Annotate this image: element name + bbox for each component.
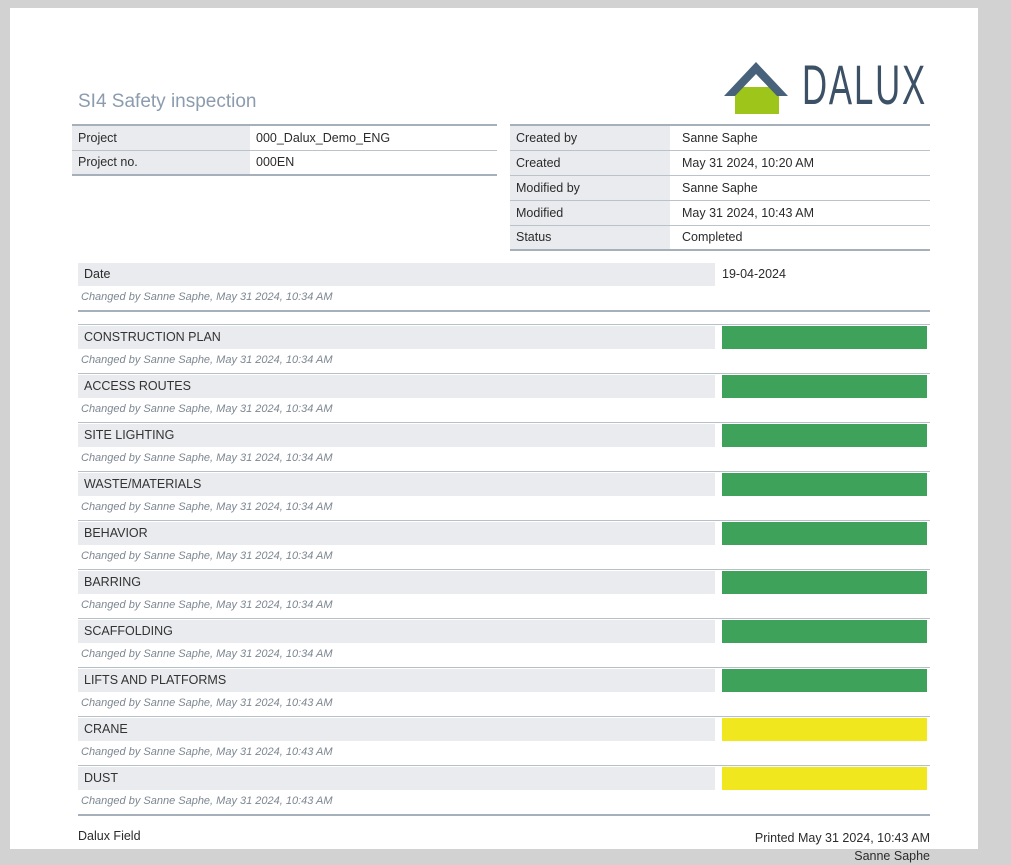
project-no-value: 000EN (256, 155, 295, 170)
checklist-item-dust: DUST Changed by Sanne Saphe, May 31 2024… (78, 765, 930, 814)
report-footer: Dalux Field Printed May 31 2024, 10:43 A… (78, 829, 930, 865)
dalux-house-icon (724, 62, 788, 114)
item-changed-note: Changed by Sanne Saphe, May 31 2024, 10:… (81, 403, 333, 415)
dalux-logo: DALUX (724, 54, 927, 116)
item-changed-note: Changed by Sanne Saphe, May 31 2024, 10:… (81, 599, 333, 611)
item-changed-note: Changed by Sanne Saphe, May 31 2024, 10:… (81, 746, 333, 758)
checklist-item-construction-plan: CONSTRUCTION PLAN Changed by Sanne Saphe… (78, 324, 930, 373)
checklist-item-site-lighting: SITE LIGHTING Changed by Sanne Saphe, Ma… (78, 422, 930, 471)
project-table: Project 000_Dalux_Demo_ENG Project no. 0… (72, 124, 497, 176)
item-changed-note: Changed by Sanne Saphe, May 31 2024, 10:… (81, 795, 333, 807)
date-field-block: Date 19-04-2024 Changed by Sanne Saphe, … (78, 263, 930, 312)
item-changed-note: Changed by Sanne Saphe, May 31 2024, 10:… (81, 501, 333, 513)
status-label: Status (510, 225, 670, 250)
modified-by-label: Modified by (510, 175, 670, 200)
table-row: Project 000_Dalux_Demo_ENG (72, 125, 497, 150)
dalux-wordmark: DALUX (802, 54, 927, 116)
status-bar (722, 620, 927, 643)
item-label: SITE LIGHTING (78, 424, 715, 447)
created-label: Created (510, 150, 670, 175)
item-label: CONSTRUCTION PLAN (78, 326, 715, 349)
item-label: BARRING (78, 571, 715, 594)
report-page: SI4 Safety inspection DALUX Project 000_… (10, 8, 978, 863)
checklist-item-barring: BARRING Changed by Sanne Saphe, May 31 2… (78, 569, 930, 618)
project-label: Project (72, 125, 250, 150)
table-row: Created by Sanne Saphe (510, 125, 930, 150)
created-by-label: Created by (510, 125, 670, 150)
status-bar (722, 522, 927, 545)
checklist-item-access-routes: ACCESS ROUTES Changed by Sanne Saphe, Ma… (78, 373, 930, 422)
table-row: Modified by Sanne Saphe (510, 175, 930, 200)
status-bar (722, 326, 927, 349)
item-label: DUST (78, 767, 715, 790)
meta-table: Created by Sanne Saphe Created May 31 20… (510, 124, 930, 251)
status-bar (722, 375, 927, 398)
item-label: LIFTS AND PLATFORMS (78, 669, 715, 692)
item-label: WASTE/MATERIALS (78, 473, 715, 496)
footer-app-name: Dalux Field (78, 829, 141, 843)
status-bar (722, 571, 927, 594)
status-bar (722, 718, 927, 741)
report-header: SI4 Safety inspection DALUX (10, 8, 978, 124)
modified-value: May 31 2024, 10:43 AM (682, 205, 815, 220)
checklist-item-waste-materials: WASTE/MATERIALS Changed by Sanne Saphe, … (78, 471, 930, 520)
table-row: Project no. 000EN (72, 150, 497, 175)
status-bar (722, 669, 927, 692)
item-changed-note: Changed by Sanne Saphe, May 31 2024, 10:… (81, 354, 333, 366)
status-bar (722, 767, 927, 790)
date-field-row: Date 19-04-2024 (78, 263, 930, 286)
date-value: 19-04-2024 (722, 267, 786, 281)
inspection-checklist: CONSTRUCTION PLAN Changed by Sanne Saphe… (78, 324, 930, 816)
project-value: 000_Dalux_Demo_ENG (256, 130, 391, 145)
date-label: Date (78, 263, 715, 286)
item-label: ACCESS ROUTES (78, 375, 715, 398)
date-changed-note: Changed by Sanne Saphe, May 31 2024, 10:… (81, 291, 333, 303)
created-value: May 31 2024, 10:20 AM (682, 155, 815, 170)
created-by-value: Sanne Saphe (682, 130, 758, 145)
project-no-label: Project no. (72, 150, 250, 175)
item-changed-note: Changed by Sanne Saphe, May 31 2024, 10:… (81, 452, 333, 464)
table-row: Status Completed (510, 225, 930, 250)
table-row: Created May 31 2024, 10:20 AM (510, 150, 930, 175)
table-row: Modified May 31 2024, 10:43 AM (510, 200, 930, 225)
modified-label: Modified (510, 200, 670, 225)
checklist-item-behavior: BEHAVIOR Changed by Sanne Saphe, May 31 … (78, 520, 930, 569)
footer-user: Sanne Saphe (854, 849, 930, 863)
info-tables: Project 000_Dalux_Demo_ENG Project no. 0… (72, 124, 930, 251)
item-label: SCAFFOLDING (78, 620, 715, 643)
item-changed-note: Changed by Sanne Saphe, May 31 2024, 10:… (81, 648, 333, 660)
status-bar (722, 424, 927, 447)
item-changed-note: Changed by Sanne Saphe, May 31 2024, 10:… (81, 697, 333, 709)
item-label: CRANE (78, 718, 715, 741)
item-label: BEHAVIOR (78, 522, 715, 545)
page-title: SI4 Safety inspection (78, 91, 257, 112)
checklist-item-crane: CRANE Changed by Sanne Saphe, May 31 202… (78, 716, 930, 765)
status-value: Completed (682, 230, 743, 245)
status-bar (722, 473, 927, 496)
footer-printed: Printed May 31 2024, 10:43 AM (754, 831, 930, 845)
checklist-item-lifts-and-platforms: LIFTS AND PLATFORMS Changed by Sanne Sap… (78, 667, 930, 716)
item-changed-note: Changed by Sanne Saphe, May 31 2024, 10:… (81, 550, 333, 562)
checklist-item-scaffolding: SCAFFOLDING Changed by Sanne Saphe, May … (78, 618, 930, 667)
modified-by-value: Sanne Saphe (682, 180, 758, 195)
